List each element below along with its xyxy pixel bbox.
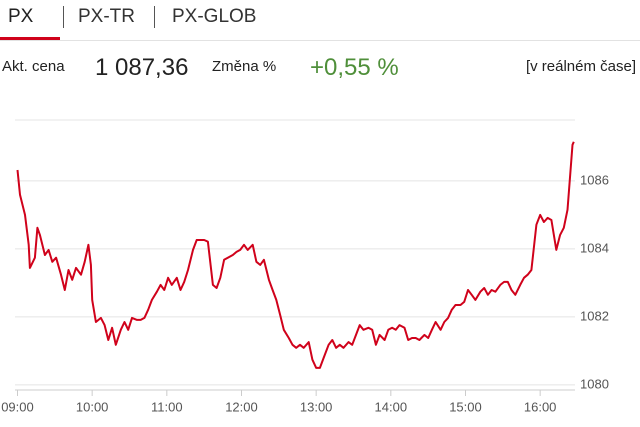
tab[interactable]: PX-TR bbox=[78, 6, 135, 27]
y-tick-label: 1082 bbox=[580, 308, 609, 323]
y-tick-label: 1080 bbox=[580, 376, 609, 391]
active-tab-indicator bbox=[0, 37, 60, 40]
y-tick-label: 1084 bbox=[580, 240, 609, 255]
x-tick-label: 16:00 bbox=[524, 399, 557, 414]
price: 1 087,36 bbox=[95, 54, 189, 81]
x-tick-label: 11:00 bbox=[151, 399, 183, 414]
change: +0,55 % bbox=[310, 54, 399, 81]
price-line bbox=[16, 141, 575, 369]
separator bbox=[63, 6, 64, 28]
tab[interactable]: PX-GLOB bbox=[172, 6, 257, 27]
tab[interactable]: PX bbox=[8, 6, 34, 27]
x-tick-label: 14:00 bbox=[375, 399, 408, 414]
x-tick-label: 15:00 bbox=[449, 399, 482, 414]
tab-bar: PX PX-TR PX-GLOB bbox=[0, 0, 640, 41]
x-tick-label: 09:00 bbox=[1, 399, 34, 414]
separator bbox=[154, 6, 155, 28]
price-label: Akt. cena bbox=[2, 58, 65, 75]
realtime-note: [v reálném čase] bbox=[525, 58, 636, 75]
x-tick-label: 13:00 bbox=[300, 399, 333, 414]
x-tick-label: 10:00 bbox=[76, 399, 109, 414]
y-tick-label: 1086 bbox=[580, 172, 609, 187]
change-label: Změna % bbox=[212, 58, 277, 75]
x-tick-label: 12:00 bbox=[225, 399, 258, 414]
